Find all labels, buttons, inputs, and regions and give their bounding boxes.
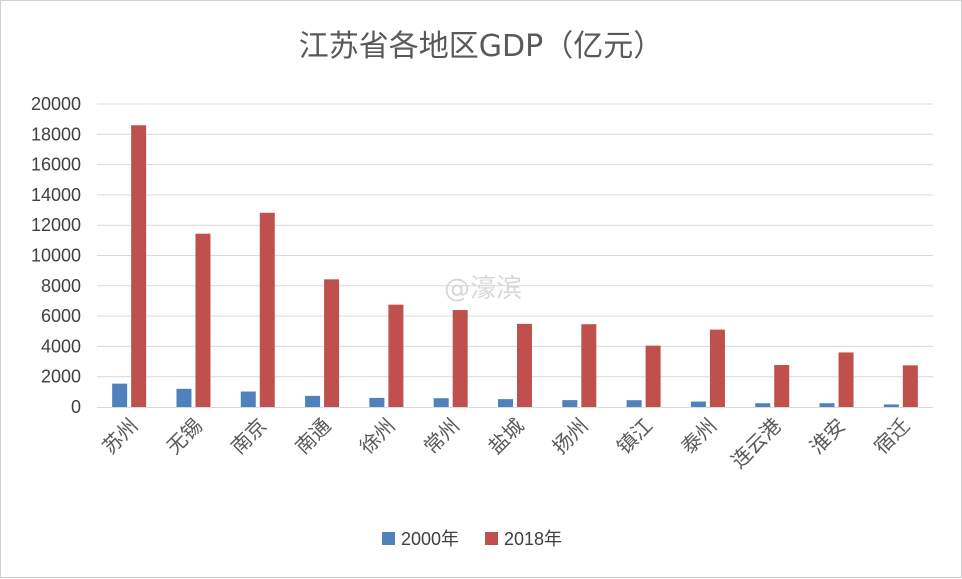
y-tick-label: 20000: [31, 94, 81, 114]
bar-泰州-2000年: [690, 401, 706, 407]
bar-镇江-2000年: [626, 400, 642, 407]
bar-南通-2000年: [305, 395, 321, 407]
bar-南京-2000年: [240, 391, 256, 407]
bar-盐城-2018年: [517, 323, 532, 407]
x-tick-label: 南通: [290, 414, 335, 459]
y-tick-label: 2000: [41, 367, 81, 387]
bar-镇江-2018年: [645, 345, 661, 407]
x-tick-label: 镇江: [612, 414, 657, 459]
chart-title: 江苏省各地区GDP（亿元）: [299, 29, 663, 64]
bar-宿迁-2000年: [883, 404, 899, 407]
bar-淮安-2018年: [838, 352, 854, 407]
y-tick-label: 12000: [31, 215, 81, 235]
bar-连云港-2018年: [774, 365, 790, 407]
bar-常州-2000年: [433, 398, 449, 407]
bar-南通-2018年: [324, 279, 340, 407]
x-tick-label: 宿迁: [869, 414, 914, 459]
bar-泰州-2018年: [709, 329, 725, 407]
bar-苏州-2000年: [112, 383, 128, 407]
x-tick-label: 盐城: [483, 414, 528, 459]
bar-扬州-2018年: [581, 324, 597, 407]
legend-label-2018: 2018年: [504, 529, 562, 549]
bar-扬州-2000年: [562, 400, 578, 407]
y-tick-label: 6000: [41, 306, 81, 326]
bar-无锡-2018年: [195, 233, 211, 407]
bar-淮安-2000年: [819, 403, 835, 407]
x-axis-labels: 苏州 无锡 南京 南通 徐州 常州 盐城 扬州 镇江 泰州 连云港 淮安 宿迁: [97, 414, 914, 473]
y-tick-label: 10000: [31, 246, 81, 266]
legend-swatch-2018: [485, 532, 498, 545]
x-tick-label: 泰州: [676, 414, 721, 459]
bar-连云港-2000年: [755, 403, 771, 407]
bar-盐城-2000年: [498, 399, 513, 407]
bar-宿迁-2018年: [902, 365, 918, 407]
y-tick-label: 0: [71, 397, 81, 417]
y-tick-label: 18000: [31, 124, 81, 144]
grid-lines: [97, 103, 933, 378]
legend-swatch-2000: [382, 532, 395, 545]
legend: 2000年 2018年: [382, 529, 562, 549]
x-tick-label: 无锡: [162, 414, 207, 459]
y-tick-label: 4000: [41, 336, 81, 356]
x-tick-label: 苏州: [97, 414, 142, 459]
x-tick-label: 淮安: [805, 414, 850, 459]
bar-无锡-2000年: [176, 388, 192, 407]
bar-苏州-2018年: [131, 125, 147, 408]
bar-常州-2018年: [452, 310, 468, 407]
watermark: @濠滨: [444, 274, 522, 304]
x-tick-label: 连云港: [726, 414, 785, 473]
x-tick-label: 南京: [226, 414, 271, 459]
bars: [112, 125, 918, 408]
bar-徐州-2000年: [369, 397, 385, 407]
x-tick-label: 扬州: [548, 414, 593, 459]
y-axis-ticks: 0 2000 4000 6000 8000 10000 12000 14000 16000 180…: [31, 94, 81, 417]
y-tick-label: 14000: [31, 185, 81, 205]
bar-徐州-2018年: [388, 304, 404, 407]
y-tick-label: 8000: [41, 276, 81, 296]
legend-label-2000: 2000年: [401, 529, 459, 549]
y-tick-label: 16000: [31, 155, 81, 175]
x-tick-label: 徐州: [355, 414, 400, 459]
x-tick-label: 常州: [419, 414, 464, 459]
bar-南京-2018年: [259, 212, 275, 407]
